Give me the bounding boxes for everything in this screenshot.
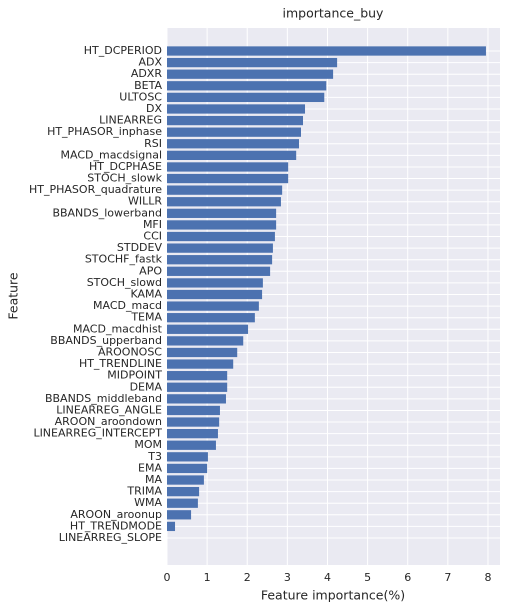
bar	[167, 162, 289, 172]
bar	[167, 394, 226, 404]
x-tick-label: 3	[284, 571, 291, 584]
x-tick-label: 7	[444, 571, 451, 584]
y-tick-label: AROONOSC	[98, 345, 162, 358]
y-tick-label: MA	[145, 473, 162, 486]
y-tick-label: STOCHF_fastk	[85, 253, 163, 266]
bar	[167, 405, 220, 416]
bar	[167, 266, 271, 276]
bar	[167, 475, 204, 485]
bar	[167, 440, 216, 450]
bar	[167, 336, 244, 346]
bar	[167, 371, 228, 381]
y-tick-label: RSI	[144, 137, 162, 150]
chart-title: importance_buy	[283, 6, 385, 21]
x-tick-label: 2	[244, 571, 251, 584]
y-tick-label: WILLR	[128, 195, 162, 208]
y-tick-label: AROON_aroonup	[70, 508, 162, 521]
y-axis-label: Feature	[6, 272, 21, 320]
bar	[167, 301, 259, 311]
bar	[167, 115, 304, 126]
bar	[167, 510, 192, 520]
bar	[167, 243, 273, 253]
bar	[167, 57, 338, 68]
x-tick-label: 8	[484, 571, 491, 584]
bar	[167, 173, 289, 184]
bar	[167, 46, 486, 56]
bar	[167, 347, 238, 358]
y-tick-label: T3	[147, 450, 162, 463]
y-tick-label: MACD_macdsignal	[61, 148, 163, 161]
bar	[167, 324, 249, 334]
bar	[167, 255, 273, 265]
y-tick-label: HT_TRENDLINE	[79, 357, 162, 370]
bar	[167, 289, 263, 300]
bar	[167, 92, 325, 103]
y-tick-label: MACD_macd	[93, 299, 162, 312]
bar	[167, 429, 218, 439]
y-tick-label: ULTOSC	[119, 90, 162, 103]
y-tick-label: TRIMA	[126, 485, 162, 498]
y-tick-label: LINEARREG_INTERCEPT	[33, 427, 162, 440]
x-tick-label: 4	[324, 571, 331, 584]
bar	[167, 197, 281, 207]
bar	[167, 498, 198, 508]
bar	[167, 463, 208, 474]
x-tick-label: 0	[164, 571, 171, 584]
y-tick-label: BBANDS_lowerband	[52, 206, 162, 219]
y-tick-label: HT_DCPHASE	[89, 160, 162, 173]
bar	[167, 359, 234, 369]
y-tick-label: BBANDS_middleband	[45, 392, 162, 405]
y-tick-label: DX	[146, 102, 162, 115]
bar	[167, 417, 220, 427]
y-tick-label: HT_PHASOR_quadrature	[29, 183, 162, 196]
y-tick-label: CCI	[143, 230, 162, 243]
x-tick-label: 5	[364, 571, 371, 584]
bar	[167, 150, 297, 160]
y-tick-label: EMA	[138, 461, 162, 474]
y-tick-label: KAMA	[130, 288, 162, 301]
y-tick-label: DEMA	[130, 380, 163, 393]
y-tick-label: STOCH_slowd	[87, 276, 162, 289]
y-tick-label: LINEARREG	[99, 114, 162, 127]
y-tick-label: MIDPOINT	[107, 369, 162, 382]
bar	[167, 231, 275, 242]
bar	[167, 313, 255, 323]
y-tick-label: STOCH_slowk	[87, 172, 162, 185]
y-tick-label: BBANDS_upperband	[50, 334, 162, 347]
bar	[167, 127, 302, 137]
bar	[167, 452, 208, 462]
bar	[167, 69, 334, 79]
bar	[167, 382, 228, 392]
bar	[167, 486, 200, 497]
y-tick-label: LINEARREG_ANGLE	[56, 403, 162, 416]
bar	[167, 220, 277, 230]
x-tick-label: 6	[404, 571, 411, 584]
x-tick-label: 1	[204, 571, 211, 584]
y-tick-label: WMA	[134, 496, 162, 509]
y-tick-label: MOM	[134, 438, 162, 451]
y-tick-label: BETA	[134, 79, 162, 92]
y-tick-label: HT_DCPERIOD	[84, 44, 162, 57]
y-tick-label: MFI	[143, 218, 162, 231]
y-tick-label: HT_PHASOR_inphase	[47, 125, 162, 138]
bar	[167, 185, 283, 195]
y-tick-label: LINEARREG_SLOPE	[59, 531, 162, 544]
y-tick-label: TEMA	[130, 311, 162, 324]
bar	[167, 278, 263, 288]
bar	[167, 81, 327, 91]
y-tick-label: MACD_macdhist	[73, 322, 163, 335]
y-tick-label: HT_TRENDMODE	[70, 519, 162, 532]
bar	[167, 521, 176, 532]
bar	[167, 208, 277, 218]
y-tick-label: APO	[139, 264, 162, 277]
y-tick-label: AROON_aroondown	[55, 415, 162, 428]
y-tick-label: ADXR	[131, 67, 163, 80]
y-tick-label: STDDEV	[117, 241, 163, 254]
bar	[167, 139, 299, 149]
y-tick-label: ADX	[138, 56, 162, 69]
bar	[167, 104, 306, 114]
x-axis-label: Feature importance(%)	[261, 588, 405, 603]
